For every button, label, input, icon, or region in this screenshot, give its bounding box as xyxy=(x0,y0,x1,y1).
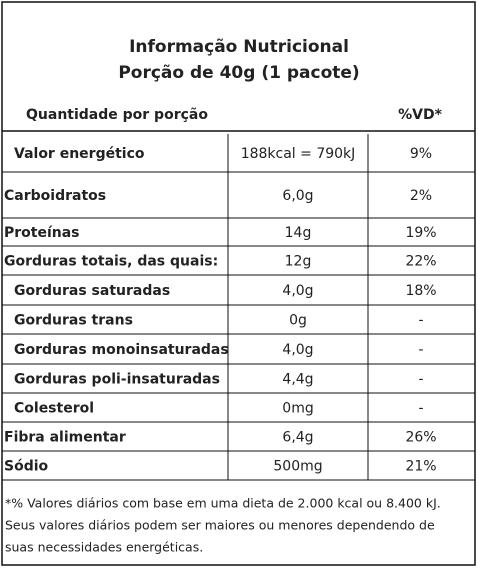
nutrient-name: Carboidratos xyxy=(4,188,106,204)
nutrient-dv: - xyxy=(418,401,423,417)
nutrient-name: Gorduras poli-insaturadas xyxy=(14,372,220,388)
title: Informação Nutricional xyxy=(129,37,349,57)
nutrient-amount: 4,4g xyxy=(282,372,313,388)
column-header: Quantidade por porção xyxy=(26,107,208,123)
nutrient-dv: 9% xyxy=(410,146,432,162)
nutrient-name: Gorduras trans xyxy=(14,313,133,329)
nutrient-name: Fibra alimentar xyxy=(4,430,126,446)
nutrient-dv: 21% xyxy=(405,459,436,475)
nutrient-name: Gorduras monoinsaturadas xyxy=(14,342,229,358)
nutrient-name: Gorduras totais, das quais: xyxy=(4,254,218,270)
column-header: %VD* xyxy=(398,107,442,123)
nutrient-dv: 18% xyxy=(405,283,436,299)
nutrient-amount: 4,0g xyxy=(282,283,313,299)
nutrient-name: Gorduras saturadas xyxy=(14,283,170,299)
nutrient-dv: 26% xyxy=(405,430,436,446)
nutrient-amount: 0g xyxy=(289,313,307,329)
outer-border xyxy=(1,1,476,566)
nutrient-dv: 22% xyxy=(405,254,436,270)
nutrient-name: Valor energético xyxy=(14,146,145,162)
nutrient-dv: 19% xyxy=(405,225,436,241)
nutrient-amount: 500mg xyxy=(273,459,322,475)
footnote: *% Valores diários com base em uma dieta… xyxy=(5,496,441,511)
nutrient-amount: 6,0g xyxy=(282,188,313,204)
nutrient-amount: 6,4g xyxy=(282,430,313,446)
nutrient-amount: 12g xyxy=(285,254,312,270)
nutrient-name: Proteínas xyxy=(4,225,80,241)
footnote: Seus valores diários podem ser maiores o… xyxy=(5,518,435,533)
nutrient-amount: 14g xyxy=(285,225,312,241)
nutrient-amount: 4,0g xyxy=(282,342,313,358)
nutrient-dv: - xyxy=(418,313,423,329)
nutrient-name: Sódio xyxy=(4,459,49,475)
nutrient-dv: 2% xyxy=(410,188,432,204)
footnote: suas necessidades energéticas. xyxy=(5,540,203,555)
nutrient-dv: - xyxy=(418,342,423,358)
subtitle: Porção de 40g (1 pacote) xyxy=(118,63,359,83)
nutrient-name: Colesterol xyxy=(14,401,94,417)
nutrient-amount: 0mg xyxy=(282,401,313,417)
nutrient-dv: - xyxy=(418,372,423,388)
nutrient-amount: 188kcal = 790kJ xyxy=(241,146,356,162)
